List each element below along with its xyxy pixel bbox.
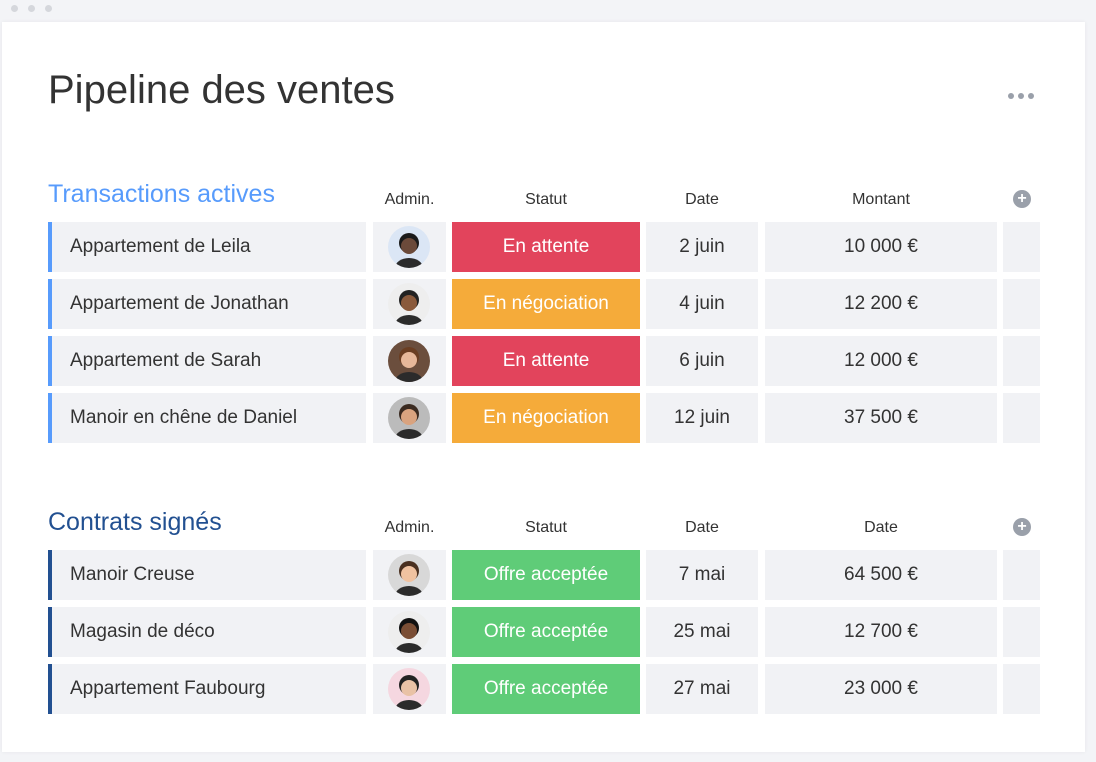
column-header: Admin. — [384, 191, 435, 208]
person-avatar[interactable] — [388, 226, 430, 268]
column-header: Admin. — [384, 519, 435, 536]
item-name[interactable]: Manoir en chêne de Daniel — [48, 393, 366, 443]
column-header: Montant — [852, 191, 910, 208]
person-avatar[interactable] — [388, 554, 430, 596]
empty-cell — [1003, 222, 1040, 272]
board-title: Pipeline des ventes — [48, 68, 395, 112]
amount-cell[interactable]: 23 000 € — [765, 664, 997, 714]
status-label[interactable]: En négociation — [452, 393, 640, 443]
window-dot — [28, 5, 35, 12]
date-cell[interactable]: 27 mai — [646, 664, 758, 714]
column-header: Date — [685, 191, 719, 208]
item-name[interactable]: Appartement de Jonathan — [48, 279, 366, 329]
empty-cell — [1003, 336, 1040, 386]
status-label[interactable]: Offre acceptée — [452, 664, 640, 714]
status-label[interactable]: Offre acceptée — [452, 607, 640, 657]
person-avatar[interactable] — [388, 611, 430, 653]
item-name[interactable]: Appartement Faubourg — [48, 664, 366, 714]
date-cell[interactable]: 12 juin — [646, 393, 758, 443]
date-cell[interactable]: 7 mai — [646, 550, 758, 600]
column-header: Date — [685, 519, 719, 536]
column-header: Statut — [525, 519, 567, 536]
person-avatar[interactable] — [388, 397, 430, 439]
date-cell[interactable]: 25 mai — [646, 607, 758, 657]
amount-cell[interactable]: 12 700 € — [765, 607, 997, 657]
date-cell[interactable]: 2 juin — [646, 222, 758, 272]
empty-cell — [1003, 550, 1040, 600]
item-name[interactable]: Magasin de déco — [48, 607, 366, 657]
person-avatar[interactable] — [388, 668, 430, 710]
window-dot — [45, 5, 52, 12]
item-name[interactable]: Manoir Creuse — [48, 550, 366, 600]
person-avatar[interactable] — [388, 283, 430, 325]
status-label[interactable]: Offre acceptée — [452, 550, 640, 600]
amount-cell[interactable]: 10 000 € — [765, 222, 997, 272]
status-label[interactable]: En négociation — [452, 279, 640, 329]
column-header: Date — [864, 519, 898, 536]
group-title[interactable]: Contrats signés — [48, 508, 222, 536]
add-column-button[interactable]: + — [1013, 190, 1031, 208]
group-title[interactable]: Transactions actives — [48, 180, 275, 208]
empty-cell — [1003, 607, 1040, 657]
amount-cell[interactable]: 64 500 € — [765, 550, 997, 600]
item-name[interactable]: Appartement de Leila — [48, 222, 366, 272]
empty-cell — [1003, 393, 1040, 443]
column-header: Statut — [525, 191, 567, 208]
empty-cell — [1003, 279, 1040, 329]
add-column-button[interactable]: + — [1013, 518, 1031, 536]
empty-cell — [1003, 664, 1040, 714]
item-name[interactable]: Appartement de Sarah — [48, 336, 366, 386]
amount-cell[interactable]: 12 000 € — [765, 336, 997, 386]
date-cell[interactable]: 6 juin — [646, 336, 758, 386]
date-cell[interactable]: 4 juin — [646, 279, 758, 329]
person-avatar[interactable] — [388, 340, 430, 382]
amount-cell[interactable]: 12 200 € — [765, 279, 997, 329]
status-label[interactable]: En attente — [452, 336, 640, 386]
status-label[interactable]: En attente — [452, 222, 640, 272]
amount-cell[interactable]: 37 500 € — [765, 393, 997, 443]
window-dot — [11, 5, 18, 12]
more-menu[interactable] — [1008, 86, 1042, 99]
